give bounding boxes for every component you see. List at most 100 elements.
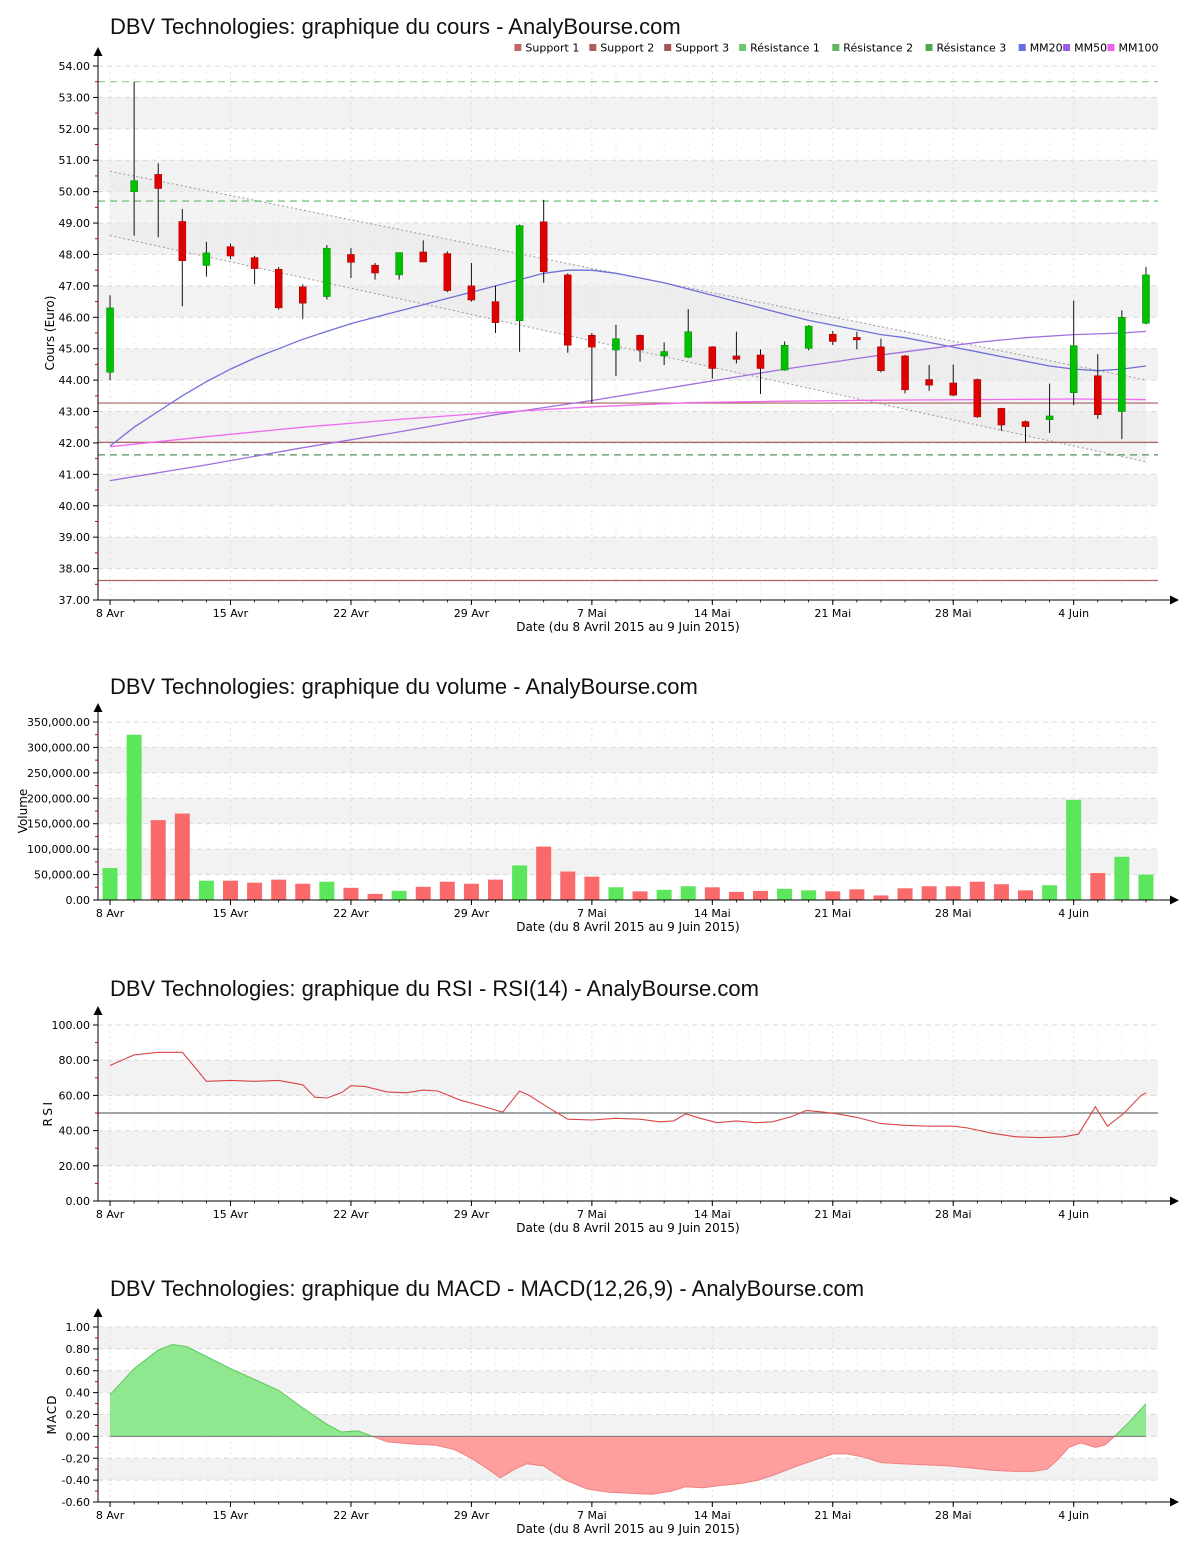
candle (925, 365, 933, 391)
y-axis-arrow (93, 47, 103, 56)
legend-label: Résistance 3 (937, 42, 1007, 55)
y-tick-label: 53.00 (59, 91, 91, 104)
y-tick-label: 41.00 (59, 468, 91, 481)
x-tick-label: 15 Avr (213, 1208, 249, 1221)
candle (708, 346, 717, 379)
x-tick-label: 22 Avr (333, 607, 369, 620)
legend-swatch (832, 44, 840, 51)
v-gridlines (109, 66, 1147, 600)
chart-area: -0.60 -0.40 -0.20 0.00 0.20 0.40 0.60 0.80 1.00 8… (45, 1308, 1179, 1536)
volume-bar (801, 890, 817, 900)
volume-bar (728, 891, 744, 900)
y-axis-arrow (93, 1006, 103, 1015)
volume-chart-title: DBV Technologies: graphique du volume - … (110, 674, 698, 699)
candle (491, 285, 500, 333)
candle (1142, 267, 1150, 325)
legend-swatch (1063, 44, 1071, 51)
axes: -0.60 -0.40 -0.20 0.00 0.20 0.40 0.60 0.80 1.00 8… (45, 1308, 1179, 1536)
x-tick-label: 14 Mai (694, 607, 731, 620)
legend-label: MM20 (1030, 42, 1063, 55)
candle (1069, 300, 1078, 406)
x-tick-label: 15 Avr (213, 1509, 249, 1522)
y-tick-label: 150,000.00 (27, 818, 90, 831)
y-tick-label: 20.00 (59, 1160, 91, 1173)
candle (154, 163, 162, 238)
background-bands (98, 747, 1158, 875)
y-tick-label: 80.00 (59, 1054, 91, 1067)
volume-bar (825, 891, 841, 900)
x-tick-label: 8 Avr (96, 607, 125, 620)
y-axis-title: Cours (Euro) (43, 296, 57, 371)
macd-area (109, 1343, 1147, 1495)
candle (1094, 354, 1102, 419)
y-tick-label: -0.20 (62, 1452, 90, 1465)
x-tick-label: 4 Juin (1058, 607, 1089, 620)
y-axis-title: MACD (45, 1395, 59, 1435)
x-tick-label: 28 Mai (935, 1208, 972, 1221)
x-tick-label: 29 Avr (454, 1208, 490, 1221)
volume-bar (295, 883, 311, 900)
candle (202, 241, 211, 277)
volume-bar (174, 813, 190, 900)
y-tick-label: 100.00 (52, 1019, 91, 1032)
volume-bar (439, 881, 455, 900)
volume-bar (1042, 885, 1058, 900)
volume-bar (1018, 890, 1033, 900)
x-tick-label: 29 Avr (454, 607, 490, 620)
x-tick-label: 15 Avr (213, 907, 249, 920)
macd-chart-title: DBV Technologies: graphique du MACD - MA… (110, 1276, 865, 1301)
chart-candlestick: 37.00 38.00 39.00 40.00 41.00 42.00 43.00 44.00… (43, 42, 1179, 634)
rsi-line (109, 1051, 1147, 1139)
candle (901, 354, 909, 394)
background-bands (98, 1060, 1158, 1166)
x-axis-arrow (1170, 1196, 1179, 1206)
y-tick-label: 350,000.00 (27, 716, 90, 729)
x-tick-label: 15 Avr (213, 607, 249, 620)
candle (130, 81, 138, 236)
legend-swatch (925, 44, 933, 51)
volume-bar (680, 886, 696, 900)
y-tick-label: 0.00 (66, 1195, 91, 1208)
y-tick-label: 1.00 (66, 1321, 91, 1334)
y-tick-label: 43.00 (59, 406, 91, 419)
h-gridlines (98, 721, 1158, 876)
x-tick-label: 22 Avr (333, 1208, 369, 1221)
candle (780, 341, 789, 371)
candle (467, 262, 476, 302)
rsi-chart-title: DBV Technologies: graphique du RSI - RSI… (110, 976, 759, 1001)
volume-bar (873, 895, 889, 900)
y-axis-arrow (93, 1308, 103, 1317)
y-tick-label: 50.00 (59, 186, 91, 199)
candle (226, 243, 235, 260)
candle (395, 252, 403, 280)
y-tick-label: 0.20 (66, 1409, 91, 1422)
x-tick-label: 8 Avr (96, 1208, 125, 1221)
volume-bar (921, 886, 937, 900)
legend-label: Support 1 (525, 42, 579, 55)
x-tick-label: 7 Mai (577, 1208, 607, 1221)
y-tick-label: 0.00 (66, 894, 91, 907)
x-tick-label: 28 Mai (935, 607, 972, 620)
x-tick-label: 28 Mai (935, 1509, 972, 1522)
candle (829, 331, 837, 345)
volume-bar (584, 876, 600, 900)
y-axis-title: Volume (16, 789, 30, 834)
x-tick-label: 29 Avr (454, 907, 490, 920)
candle (853, 331, 861, 350)
volume-bar (993, 884, 1009, 900)
x-axis-arrow (1170, 595, 1179, 605)
candle (347, 248, 355, 279)
candle (564, 273, 572, 353)
candle (1021, 420, 1030, 443)
ma-line-MM20 (109, 269, 1147, 447)
volume-bar (198, 880, 214, 900)
y-tick-label: 47.00 (59, 280, 91, 293)
x-tick-label: 22 Avr (333, 907, 369, 920)
candle (1118, 310, 1126, 440)
candle (877, 338, 885, 373)
y-axis-arrow (93, 703, 103, 712)
candle (106, 295, 114, 381)
volume-bar (753, 890, 768, 900)
candle (250, 256, 259, 285)
